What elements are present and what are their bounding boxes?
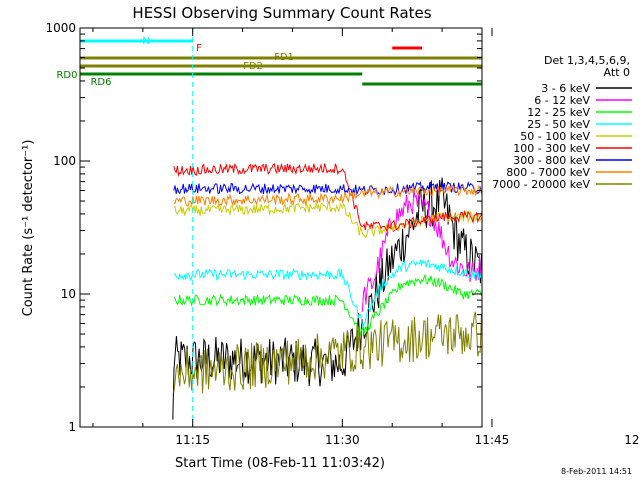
x-tick-label: 11:15 [175, 433, 210, 447]
series-line-100-300-kev [173, 162, 482, 233]
y-axis-label: Count Rate (s⁻¹ detector⁻¹) [21, 140, 36, 317]
x-axis-label: Start Time (08-Feb-11 11:03:42) [175, 456, 385, 471]
legend-label: 3 - 6 keV [541, 82, 590, 95]
series-line-6-12-kev [361, 189, 482, 312]
state-bar-label-fd1: FD1 [274, 52, 294, 63]
legend-label: 300 - 800 keV [513, 154, 590, 167]
legend-header-line-1: Det 1,3,4,5,6,9, [544, 54, 630, 67]
state-bar-label-n: N [142, 36, 149, 47]
series-line-25-50-kev [173, 258, 482, 328]
state-bars-layer [80, 39, 482, 86]
x-tick-label: 12:00 [624, 433, 640, 447]
series-line-3-6-kev [172, 177, 482, 420]
state-bar-label-rd6: RD6 [90, 77, 111, 88]
legend-label: 800 - 7000 keV [506, 166, 590, 179]
series-line-7000-20000-kev [173, 311, 482, 394]
state-bar-label-rd0: RD0 [56, 70, 77, 81]
y-tick-label: 1 [68, 420, 76, 434]
legend-label: 7000 - 20000 keV [492, 178, 590, 191]
chart-title: HESSI Observing Summary Count Rates [132, 4, 431, 22]
y-tick-label: 1000 [45, 21, 76, 35]
series-line-300-800-kev [173, 180, 482, 196]
series-line-50-100-kev [173, 201, 482, 238]
series-layer [172, 162, 482, 420]
plot-frame [79, 27, 483, 428]
vertical-markers-layer [80, 28, 194, 427]
x-tick-label: 11:45 [475, 433, 510, 447]
legend-label: 100 - 300 keV [513, 142, 590, 155]
legend-header-line-2: Att 0 [604, 66, 630, 79]
legend-label: 50 - 100 keV [520, 130, 590, 143]
series-line-12-25-kev [173, 274, 482, 336]
state-bar-label-f: F [196, 43, 202, 54]
state-bar-labels: N F FD1 FD2 RD0 RD6 [56, 36, 293, 88]
y-tick-label: 100 [53, 154, 76, 168]
legend-label: 25 - 50 keV [527, 118, 590, 131]
state-bar-label-fd2: FD2 [243, 61, 263, 72]
legend-label: 12 - 25 keV [527, 106, 590, 119]
legend-label: 6 - 12 keV [534, 94, 590, 107]
y-tick-label: 10 [61, 287, 76, 301]
footer-timestamp: 8-Feb-2011 14:51 [561, 467, 632, 476]
series-line-800-7000-kev [173, 184, 482, 207]
x-tick-label: 11:30 [325, 433, 360, 447]
